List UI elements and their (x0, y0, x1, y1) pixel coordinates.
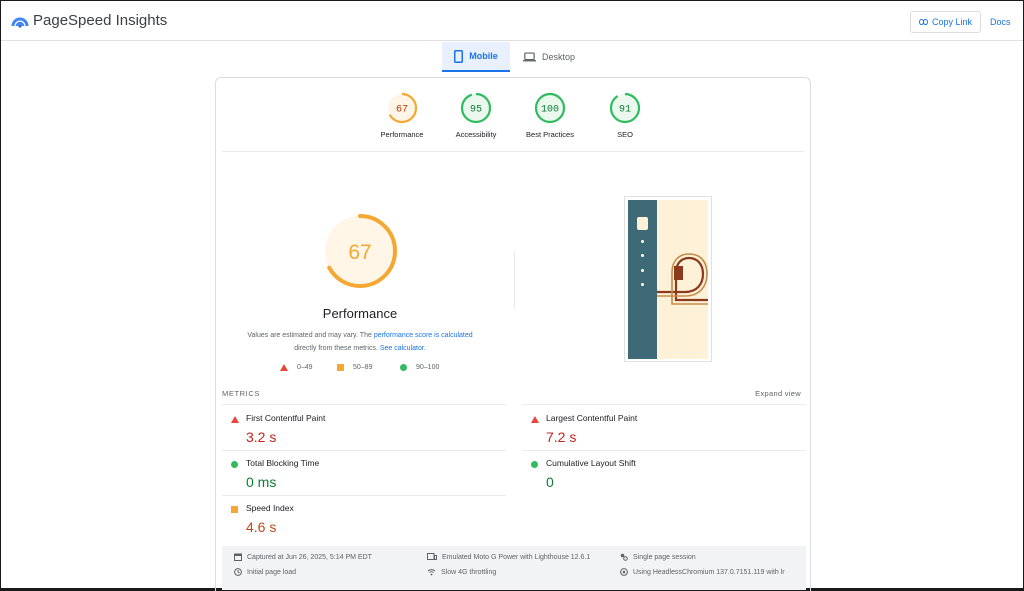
circle-icon (400, 364, 407, 371)
captured-info: Captured at Jun 26, 2025, 5:14 PM EDT (234, 553, 372, 561)
calendar-icon (234, 553, 242, 561)
category-label: Accessibility (455, 130, 497, 139)
top-bar: PageSpeed Insights Copy Link Docs (1, 1, 1023, 41)
category-performance[interactable]: 67 Performance (367, 92, 437, 139)
device-info: Emulated Moto G Power with Lighthouse 12… (427, 553, 590, 561)
circle-icon (231, 461, 238, 468)
metric-name: Cumulative Layout Shift (546, 458, 636, 468)
gauge-score: 95 (470, 105, 482, 116)
divider (222, 495, 506, 496)
metric-value: 0 ms (246, 474, 277, 490)
page-screenshot (624, 196, 712, 362)
gauge-arc (609, 92, 641, 124)
gauge-arc (460, 92, 492, 124)
legend-average: 50–89 (337, 364, 372, 371)
triangle-icon (531, 416, 539, 423)
link-icon (918, 19, 928, 25)
divider (222, 151, 804, 152)
runtime-settings: Captured at Jun 26, 2025, 5:14 PM EDT In… (222, 546, 806, 590)
performance-title: Performance (322, 306, 398, 321)
gauge-background (388, 94, 416, 122)
metric-name: Speed Index (246, 503, 294, 513)
performance-score-link[interactable]: performance score is calculated (373, 332, 473, 339)
metric-value: 3.2 s (246, 429, 277, 445)
network-info: Slow 4G throttling (427, 568, 496, 576)
browser-icon (620, 568, 628, 576)
divider (222, 450, 506, 451)
metrics-heading: METRICS (222, 389, 260, 398)
gauge-score: 91 (619, 105, 631, 116)
category-best-practices[interactable]: 100 Best Practices (515, 92, 585, 139)
copy-link-label: Copy Link (931, 17, 973, 27)
square-icon (337, 364, 344, 371)
app-title: PageSpeed Insights (33, 12, 168, 29)
category-label: Best Practices (526, 130, 574, 139)
page-load-info: Initial page load (234, 568, 296, 576)
divider (514, 250, 515, 310)
metric-cumulative-layout-shift: Cumulative Layout Shift 0 (522, 451, 802, 495)
gauge-arc (386, 92, 418, 124)
metric-value: 0 (546, 474, 554, 490)
metric-speed-index: Speed Index 4.6 s (222, 496, 502, 540)
gauge: 100 (534, 92, 566, 124)
gauge-score: 67 (396, 105, 408, 116)
docs-link[interactable]: Docs (990, 17, 1011, 27)
tab-mobile[interactable]: Mobile (442, 42, 510, 72)
session-info: Single page session (620, 553, 696, 561)
pagespeed-logo-icon (11, 17, 29, 28)
metric-name: Total Blocking Time (246, 458, 320, 468)
copy-link-button[interactable]: Copy Link (910, 11, 981, 33)
category-seo[interactable]: 91 SEO (590, 92, 660, 139)
triangle-icon (280, 364, 288, 371)
triangle-icon (231, 416, 239, 423)
category-accessibility[interactable]: 95 Accessibility (441, 92, 511, 139)
performance-gauge: 67 (323, 214, 397, 288)
divider (222, 404, 506, 405)
metric-largest-contentful-paint: Largest Contentful Paint 7.2 s (522, 406, 802, 450)
timer-icon (234, 568, 242, 576)
category-label: SEO (617, 130, 633, 139)
square-icon (231, 506, 238, 513)
metric-total-blocking-time: Total Blocking Time 0 ms (222, 451, 502, 495)
expand-view-button[interactable]: Expand view (755, 389, 801, 398)
metric-value: 7.2 s (546, 429, 577, 445)
category-label: Performance (380, 130, 424, 139)
metric-value: 4.6 s (246, 519, 277, 535)
legend-good: 90–100 (400, 364, 439, 371)
performance-score: 67 (348, 241, 371, 264)
gauge-score: 100 (541, 105, 559, 116)
phone-icon (454, 49, 464, 63)
gauge-background (462, 94, 490, 122)
tab-desktop-label: Desktop (541, 52, 575, 62)
performance-note: Values are estimated and may vary. The p… (247, 332, 473, 352)
gauge-background (611, 94, 639, 122)
gauge-background (536, 94, 564, 122)
gauge-arc (534, 92, 566, 124)
see-calculator-link[interactable]: See calculator. (379, 345, 426, 352)
brand-mark-image (657, 253, 708, 305)
metric-first-contentful-paint: First Contentful Paint 3.2 s (222, 406, 502, 450)
gauge: 95 (460, 92, 492, 124)
tab-mobile-label: Mobile (469, 51, 498, 61)
laptop-icon (523, 52, 536, 62)
session-icon (620, 553, 628, 561)
gauge: 67 (386, 92, 418, 124)
circle-icon (531, 461, 538, 468)
wifi-icon (427, 569, 436, 576)
report-card: 67 Performance 95 Accessibility 100 Best… (215, 77, 811, 591)
browser-info: Using HeadlessChromium 137.0.7151.119 wi… (620, 568, 798, 576)
divider (522, 404, 806, 405)
gauge: 91 (609, 92, 641, 124)
screenshot-content (657, 200, 708, 359)
legend-poor: 0–49 (280, 364, 313, 371)
divider (522, 450, 806, 451)
metric-name: First Contentful Paint (246, 413, 326, 423)
tab-desktop[interactable]: Desktop (513, 42, 585, 72)
screenshot-sidebar (628, 200, 657, 359)
metric-name: Largest Contentful Paint (546, 413, 638, 423)
device-icon (427, 553, 437, 560)
